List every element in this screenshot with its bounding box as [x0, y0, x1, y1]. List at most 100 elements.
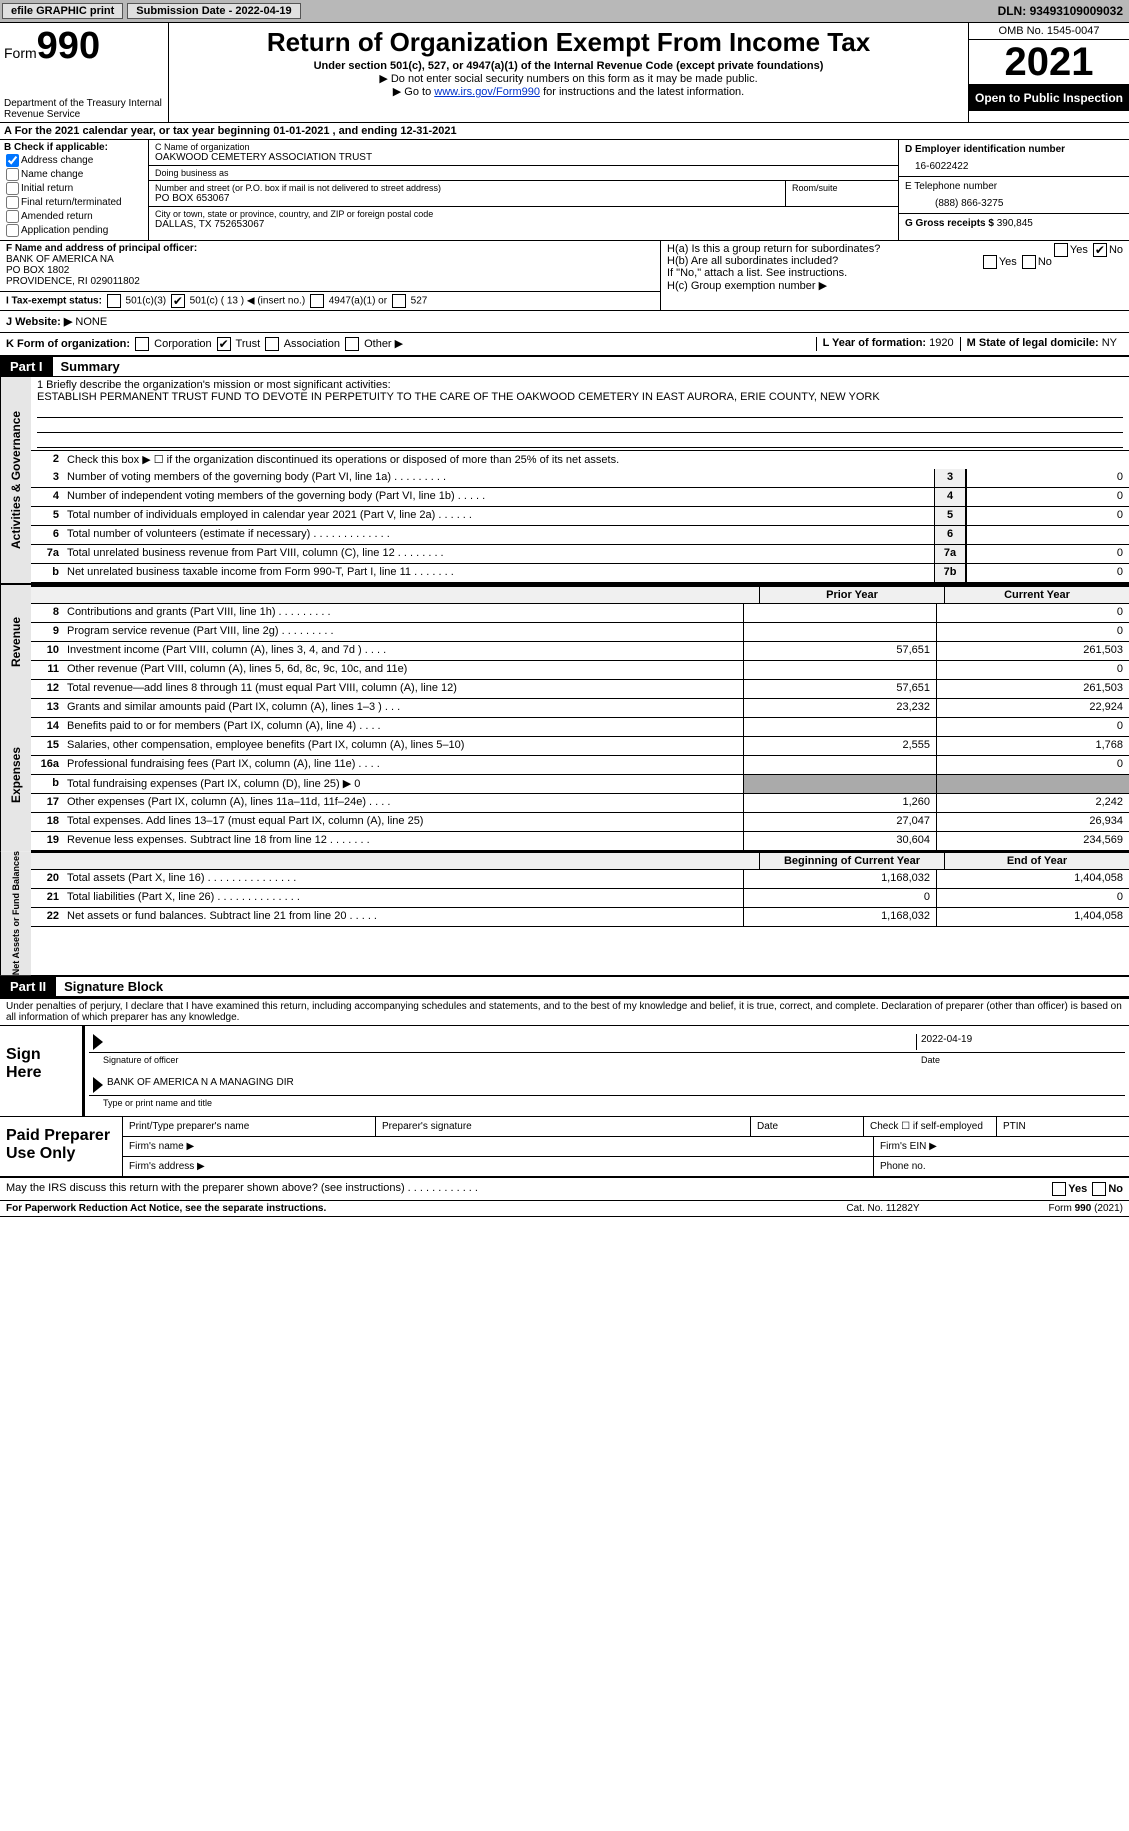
mission-text: ESTABLISH PERMANENT TRUST FUND TO DEVOTE… [37, 391, 1123, 403]
may-irs-no[interactable] [1092, 1182, 1106, 1196]
officer-name: BANK OF AMERICA NA [6, 254, 654, 265]
cb-initial-return-input[interactable] [6, 182, 19, 195]
may-irs-text: May the IRS discuss this return with the… [6, 1182, 1050, 1196]
may-irs-yes[interactable] [1052, 1182, 1066, 1196]
street-value: PO BOX 653067 [155, 193, 779, 204]
box-g: G Gross receipts $ 390,845 [899, 214, 1129, 240]
part1-header: Part I Summary [0, 357, 1129, 377]
begin-year-header: Beginning of Current Year [759, 853, 944, 869]
ha-no[interactable] [1093, 243, 1107, 257]
name-title-label: Type or print name and title [89, 1098, 1125, 1112]
header-left: Form990 Department of the Treasury Inter… [0, 23, 169, 122]
org-name-label: C Name of organization [155, 142, 892, 152]
cb-final-return[interactable]: Final return/terminated [4, 196, 144, 209]
firm-addr-label: Firm's address ▶ [123, 1157, 874, 1176]
header-right: OMB No. 1545-0047 2021 Open to Public In… [969, 23, 1129, 122]
data-line: 22Net assets or fund balances. Subtract … [31, 908, 1129, 927]
box-l: L Year of formation: 1920 [816, 337, 960, 351]
org-name-cell: C Name of organization OAKWOOD CEMETERY … [149, 140, 898, 166]
cb-initial-return[interactable]: Initial return [4, 182, 144, 195]
gov-line: 4Number of independent voting members of… [31, 488, 1129, 507]
sign-here-label: Sign Here [0, 1026, 85, 1116]
dln-label: DLN: [998, 4, 1030, 18]
ein-label: D Employer identification number [905, 144, 1123, 155]
form-number: 990 [37, 25, 100, 67]
expenses-section: Expenses 13Grants and similar amounts pa… [0, 699, 1129, 851]
data-line: 18Total expenses. Add lines 13–17 (must … [31, 813, 1129, 832]
cb-501c[interactable] [171, 294, 185, 308]
phone-value: (888) 866-3275 [905, 192, 1123, 209]
state-domicile-value: NY [1102, 337, 1117, 349]
cb-address-change[interactable]: Address change [4, 154, 144, 167]
officer-addr2: PROVIDENCE, RI 029011802 [6, 276, 654, 287]
current-year-header: Current Year [944, 587, 1129, 603]
submission-date-label: Submission Date - [136, 5, 235, 17]
section-fh: F Name and address of principal officer:… [0, 241, 1129, 311]
cb-name-change-input[interactable] [6, 168, 19, 181]
org-name: OAKWOOD CEMETERY ASSOCIATION TRUST [155, 152, 892, 163]
cb-4947a1[interactable] [310, 294, 324, 308]
cb-501c3[interactable] [107, 294, 121, 308]
dln-value: 93493109009032 [1030, 4, 1123, 18]
street-row: Number and street (or P.O. box if mail i… [149, 181, 898, 207]
website-value: NONE [75, 316, 107, 328]
irs-link[interactable]: www.irs.gov/Form990 [434, 86, 540, 98]
form-990-label: Form990 [4, 25, 164, 68]
cb-trust[interactable] [217, 337, 231, 351]
dln: DLN: 93493109009032 [998, 4, 1129, 18]
cb-final-return-input[interactable] [6, 196, 19, 209]
cb-address-change-input[interactable] [6, 154, 19, 167]
cb-amended-return[interactable]: Amended return [4, 210, 144, 223]
data-line: 17Other expenses (Part IX, column (A), l… [31, 794, 1129, 813]
state-domicile-label: M State of legal domicile: [967, 337, 1102, 349]
side-expenses: Expenses [0, 699, 31, 851]
data-line: 12Total revenue—add lines 8 through 11 (… [31, 680, 1129, 699]
ha-label: H(a) Is this a group return for subordin… [667, 243, 880, 255]
data-line: 13Grants and similar amounts paid (Part … [31, 699, 1129, 718]
side-revenue: Revenue [0, 585, 31, 699]
firm-ein-label: Firm's EIN ▶ [874, 1137, 1129, 1156]
hb-label: H(b) Are all subordinates included? [667, 255, 838, 267]
cb-amended-return-input[interactable] [6, 210, 19, 223]
ha-yes[interactable] [1054, 243, 1068, 257]
data-line: 8Contributions and grants (Part VIII, li… [31, 604, 1129, 623]
box-b: B Check if applicable: Address change Na… [0, 140, 149, 240]
goto-pre: ▶ Go to [393, 86, 434, 98]
cb-application-pending-input[interactable] [6, 224, 19, 237]
ssn-warning: ▶ Do not enter social security numbers o… [175, 72, 962, 85]
prep-ptin-label: PTIN [997, 1117, 1129, 1136]
cb-corp[interactable] [135, 337, 149, 351]
cb-application-pending[interactable]: Application pending [4, 224, 144, 237]
part2-header: Part II Signature Block [0, 977, 1129, 997]
officer-print-name: BANK OF AMERICA N A MANAGING DIR [107, 1077, 294, 1093]
sign-here-block: Sign Here 2022-04-19 Signature of office… [0, 1025, 1129, 1117]
hb-yes[interactable] [983, 255, 997, 269]
arrow-icon [93, 1077, 103, 1093]
year-header-netassets: Beginning of Current Year End of Year [31, 851, 1129, 870]
box-f: F Name and address of principal officer:… [0, 241, 660, 292]
gov-line: 6Total number of volunteers (estimate if… [31, 526, 1129, 545]
goto-line: ▶ Go to www.irs.gov/Form990 for instruct… [175, 85, 962, 98]
net-assets-section: Net Assets or Fund Balances Beginning of… [0, 851, 1129, 977]
officer-label: F Name and address of principal officer: [6, 243, 654, 254]
year-header-revenue: Prior Year Current Year [31, 585, 1129, 604]
prep-name-label: Print/Type preparer's name [123, 1117, 376, 1136]
h-a: H(a) Is this a group return for subordin… [667, 243, 1123, 255]
end-year-header: End of Year [944, 853, 1129, 869]
signature-block: Under penalties of perjury, I declare th… [0, 997, 1129, 1217]
city-cell: City or town, state or province, country… [149, 207, 898, 232]
prior-year-header: Prior Year [759, 587, 944, 603]
cb-other[interactable] [345, 337, 359, 351]
efile-print-button[interactable]: efile GRAPHIC print [2, 3, 123, 19]
cb-assoc[interactable] [265, 337, 279, 351]
part1-num: Part I [0, 357, 53, 376]
submission-date-button[interactable]: Submission Date - 2022-04-19 [127, 3, 300, 19]
prep-date-label: Date [751, 1117, 864, 1136]
hb-no[interactable] [1022, 255, 1036, 269]
row-a-calendar-year: A For the 2021 calendar year, or tax yea… [0, 123, 1129, 140]
cb-527[interactable] [392, 294, 406, 308]
phone-label: E Telephone number [905, 181, 1123, 192]
cb-name-change[interactable]: Name change [4, 168, 144, 181]
data-line: 21Total liabilities (Part X, line 26) . … [31, 889, 1129, 908]
box-c: C Name of organization OAKWOOD CEMETERY … [149, 140, 898, 240]
